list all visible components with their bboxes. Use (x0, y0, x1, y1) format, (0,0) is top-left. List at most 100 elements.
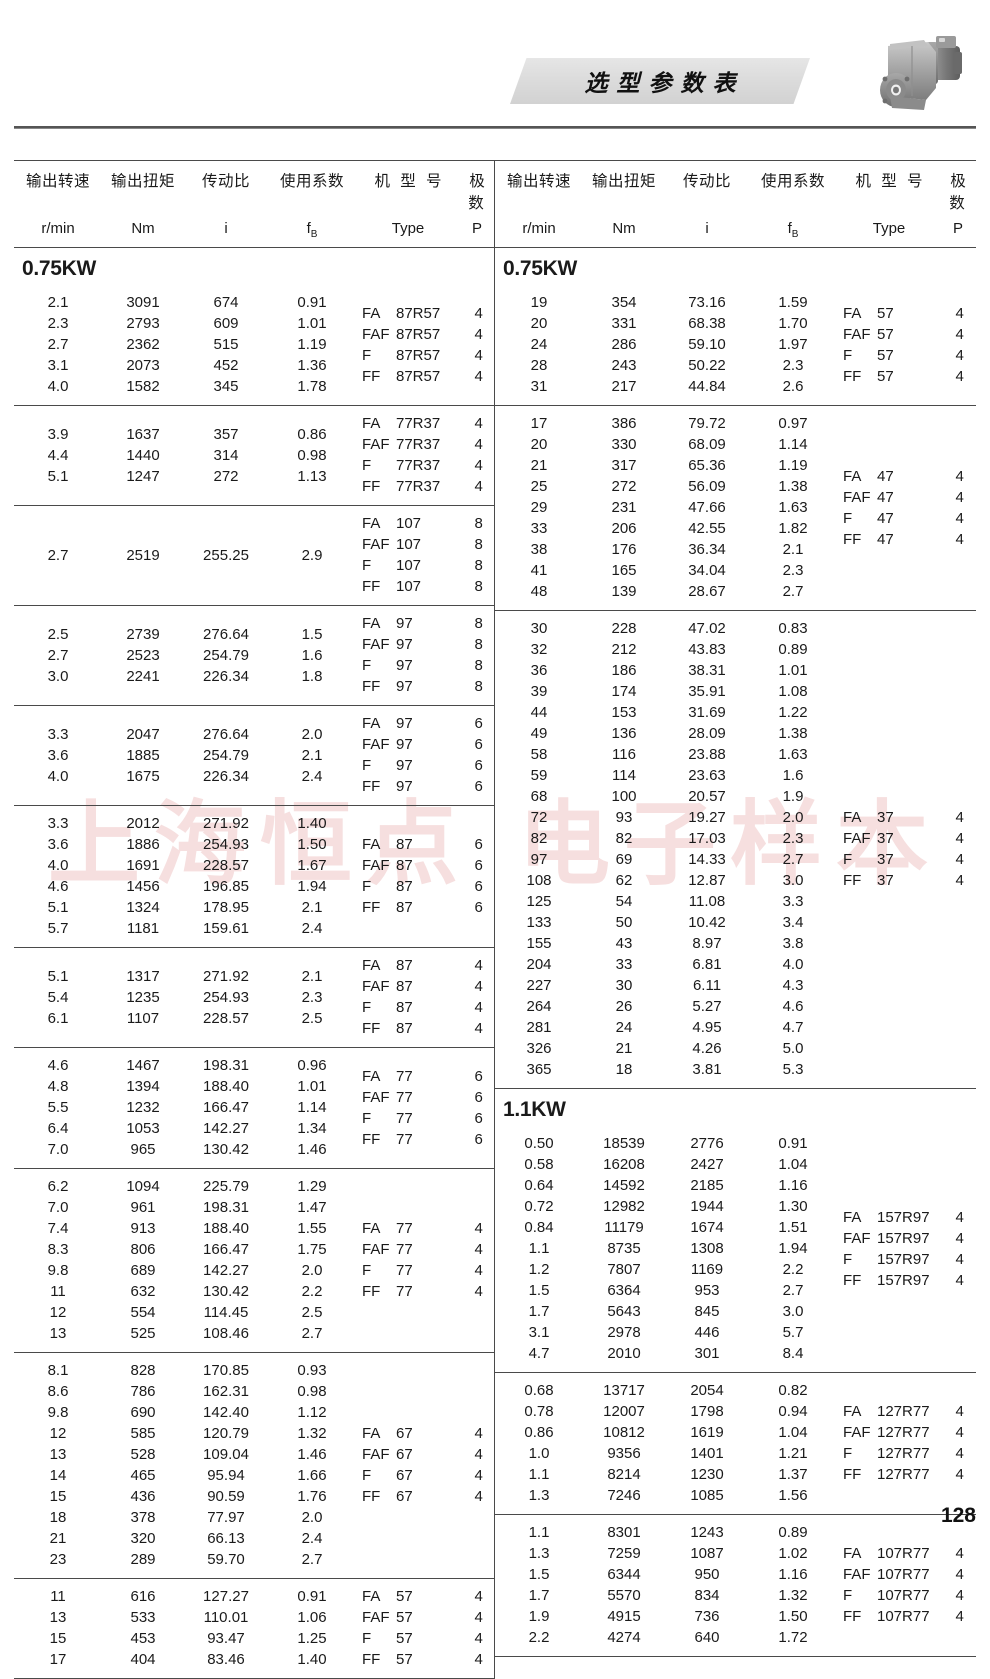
column-bottom-rule (495, 1656, 976, 1657)
cell-i: 2776 (690, 1135, 724, 1152)
cell-poles: 4 (955, 1587, 964, 1604)
cell-rpm: 204 (526, 956, 552, 973)
cell-rpm: 20 (530, 436, 548, 453)
cell-nm: 18539 (603, 1135, 645, 1152)
cell-type: FAF 77 (362, 1241, 413, 1258)
cell-poles: 4 (955, 1250, 964, 1268)
value-column-fb: 0.96 1.01 1.14 1.34 1.46 (268, 1055, 356, 1160)
cell-nm: 554 (130, 1304, 156, 1321)
cell-rpm: 0.50 (524, 1135, 554, 1152)
value-column-fb: 0.91 1.04 1.16 1.30 1.51 1.94 2.2 2.7 3.0 5.7 8.4 (749, 1133, 837, 1364)
value-column-i: 271.92 254.93 228.57 196.85 178.95 159.61 (184, 813, 268, 939)
cell-nm: 228 (611, 620, 637, 637)
cell-poles: 4 (955, 1566, 964, 1583)
header-cell-cn: 机 型 号 (374, 173, 445, 190)
cell-rpm: 11 (50, 1283, 66, 1300)
cell-fb: 0.94 (778, 1403, 808, 1420)
cell-fb: 1.67 (297, 857, 327, 874)
header-cell-en: fB (306, 220, 318, 240)
cell-rpm: 39 (530, 683, 548, 700)
column-header: 输出转速 输出扭矩 传动比 使用系数 机 型 号 极 数 r/min Nm i fB Type P (495, 160, 976, 248)
spec-block: 3.3 3.6 4.0 4.6 5.1 5.7 2012 1886 1691 1456 1324 11… (14, 806, 494, 948)
cell-rpm: 2.1 (47, 294, 69, 311)
cell-type: F 87R57 (362, 346, 441, 364)
cell-i: 2185 (690, 1177, 724, 1194)
cell-rpm: 58 (530, 746, 548, 763)
cell-poles: 8 (474, 557, 483, 574)
cell-nm: 1886 (126, 836, 160, 853)
cell-i: 196.85 (203, 878, 249, 895)
cell-rpm: 8.1 (47, 1362, 69, 1379)
header-cell-en: fB (787, 220, 799, 240)
cell-nm: 13717 (603, 1382, 645, 1399)
page-title: 选型参数表 (584, 71, 745, 97)
cell-poles: 4 (955, 1403, 964, 1420)
cell-rpm: 0.72 (524, 1198, 554, 1215)
cell-nm: 1440 (126, 446, 160, 464)
cell-i: 226.34 (203, 667, 249, 685)
cell-fb: 1.04 (778, 1424, 808, 1441)
cell-nm: 186 (611, 662, 637, 679)
cell-i: 44.84 (688, 378, 726, 395)
cell-rpm: 18 (49, 1509, 67, 1526)
header-cell-en: r/min (41, 220, 75, 237)
value-column-fb: 1.40 1.50 1.67 1.94 2.1 2.4 (268, 813, 356, 939)
cell-fb: 8.4 (782, 1345, 804, 1362)
cell-nm: 8301 (607, 1524, 641, 1541)
cell-type: FA 57 (843, 304, 894, 322)
cell-type: FA 87R57 (362, 304, 441, 322)
cell-nm: 1885 (126, 746, 160, 764)
cell-i: 188.40 (203, 1078, 249, 1095)
cell-rpm: 2.3 (47, 315, 69, 332)
cell-fb: 5.7 (782, 1324, 804, 1341)
cell-fb: 1.21 (778, 1445, 808, 1462)
cell-rpm: 0.86 (524, 1424, 554, 1441)
cell-nm: 165 (611, 562, 637, 579)
cell-nm: 116 (612, 746, 636, 763)
cell-i: 1798 (690, 1403, 724, 1420)
cell-rpm: 365 (526, 1061, 552, 1078)
cell-fb: 1.25 (297, 1630, 327, 1647)
cell-i: 950 (694, 1566, 720, 1583)
right-column: 输出转速 输出扭矩 传动比 使用系数 机 型 号 极 数 r/min Nm i fB Type P 0.… (495, 160, 976, 1679)
cell-rpm: 0.58 (524, 1156, 554, 1173)
value-column-i: 674 609 515 452 345 (184, 292, 268, 397)
cell-i: 162.31 (203, 1383, 249, 1400)
cell-nm: 12982 (603, 1198, 645, 1215)
cell-poles: 4 (955, 1424, 964, 1441)
cell-i: 1944 (690, 1198, 724, 1215)
cell-i: 127.27 (203, 1588, 249, 1605)
cell-type: FAF 107 (362, 536, 422, 553)
cell-fb: 2.7 (782, 1282, 804, 1299)
cell-poles: 4 (955, 809, 964, 826)
cell-fb: 0.89 (778, 641, 808, 658)
cell-rpm: 326 (526, 1040, 552, 1057)
cell-i: 188.40 (203, 1220, 249, 1237)
cell-i: 42.55 (688, 520, 726, 537)
cell-type: F 97 (362, 757, 413, 774)
cell-rpm: 1.3 (528, 1545, 550, 1562)
cell-type: F 107 (362, 557, 422, 574)
cell-nm: 50 (615, 914, 633, 931)
value-column-nm: 18539 16208 14592 12982 11179 8735 7807 6364 564… (583, 1133, 665, 1364)
spec-block: 0.50 0.58 0.64 0.72 0.84 1.1 1.2 1.5 1.7 3.1 4.7 18… (495, 1126, 976, 1373)
cell-rpm: 33 (530, 520, 548, 537)
value-column-nm: 3091 2793 2362 2073 1582 (102, 292, 184, 397)
cell-rpm: 7.0 (47, 1199, 69, 1216)
cell-rpm: 1.5 (528, 1566, 550, 1583)
cell-i: 609 (213, 315, 239, 332)
cell-nm: 7246 (607, 1487, 641, 1504)
type-column: FA 97 FAF 97 F 97 FF 97 8 8 8 8 (356, 613, 495, 697)
cell-nm: 30 (615, 977, 633, 994)
cell-type: F 77 (362, 1109, 413, 1127)
cell-type: FAF 77R37 (362, 436, 441, 453)
type-column: FA 87R57 FAF 87R57 F 87R57 FF 87R57 4 4 4 4 (356, 303, 495, 387)
cell-poles: 4 (955, 1208, 964, 1226)
cell-type: FAF 97 (362, 636, 413, 653)
cell-type: FA 107R77 (843, 1545, 930, 1562)
cell-rpm: 5.1 (47, 467, 69, 485)
cell-poles: 6 (474, 736, 483, 753)
cell-rpm: 8.6 (47, 1383, 69, 1400)
cell-i: 6.11 (692, 977, 722, 994)
cell-poles: 4 (474, 957, 483, 974)
